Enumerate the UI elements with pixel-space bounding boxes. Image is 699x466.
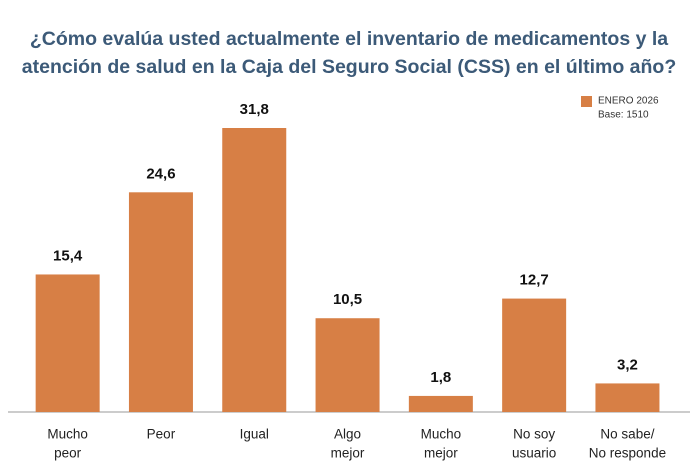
value-label: 15,4 — [53, 247, 83, 264]
value-label: 10,5 — [333, 291, 362, 308]
bar — [128, 192, 193, 412]
bar — [502, 298, 567, 412]
x-tick-label: No sabe/ — [600, 427, 654, 442]
x-tick-label: No soy — [513, 427, 555, 442]
x-tick-label: Mucho — [421, 427, 462, 442]
bar — [408, 395, 473, 412]
bar — [35, 274, 100, 412]
x-tick-label: Peor — [147, 427, 176, 442]
bar — [595, 383, 660, 412]
x-tick-label: mejor — [424, 446, 458, 461]
value-label: 3,2 — [617, 356, 638, 373]
x-tick-label: mejor — [331, 446, 365, 461]
bar — [315, 318, 380, 412]
chart-title: atención de salud en la Caja del Seguro … — [22, 56, 676, 78]
value-label: 12,7 — [520, 272, 549, 289]
x-tick-label: peor — [54, 446, 82, 461]
chart-title: ¿Cómo evalúa usted actualmente el invent… — [30, 28, 668, 50]
bar — [222, 128, 287, 412]
value-label: 24,6 — [146, 165, 175, 182]
x-tick-label: Igual — [240, 427, 269, 442]
legend-note: Base: 1510 — [598, 110, 649, 121]
legend-swatch — [581, 96, 592, 107]
x-tick-label: Mucho — [47, 427, 88, 442]
x-tick-label: usuario — [512, 446, 556, 461]
value-label: 31,8 — [240, 101, 269, 118]
legend-label: ENERO 2026 — [598, 96, 659, 107]
x-tick-label: No responde — [589, 446, 666, 461]
value-label: 1,8 — [430, 369, 451, 386]
x-tick-label: Algo — [334, 427, 361, 442]
